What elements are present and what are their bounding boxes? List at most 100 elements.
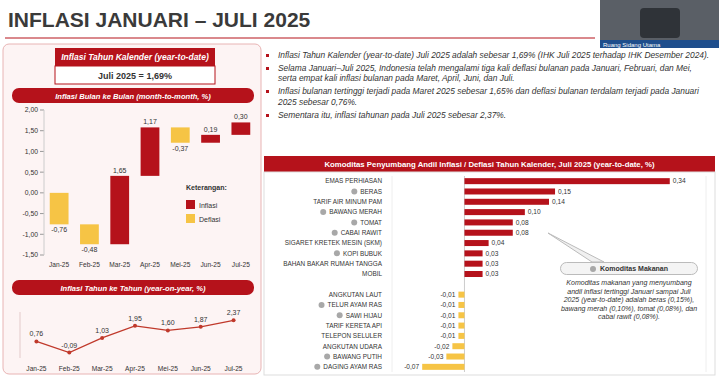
category-label: ANGKUTAN LAUT [329, 291, 382, 298]
point [100, 336, 104, 340]
y-tick-label: -1,00 [23, 231, 39, 238]
x-tick-label: Apr-25 [140, 261, 160, 269]
callout-pointer [548, 233, 604, 262]
category-label: BAHAN BAKAR RUMAH TANGGA [283, 260, 383, 267]
y-tick [40, 110, 44, 111]
data-label: -0,01 [440, 332, 455, 339]
data-label: 0,03 [486, 250, 499, 257]
bar [452, 343, 464, 349]
bar [464, 199, 549, 205]
x-tick-label: Feb-25 [79, 261, 100, 268]
food-marker [351, 219, 357, 225]
category-label: BAWANG MERAH [329, 208, 382, 215]
x-tick-label: Jan-25 [49, 261, 69, 268]
slide: INFLASI JANUARI – JULI 2025 Ruang Sidang … [0, 0, 719, 376]
ytd-box-body [55, 66, 215, 84]
y-axis [44, 110, 45, 255]
bar [201, 135, 220, 143]
data-label: 0,03 [486, 260, 499, 267]
y-tick [40, 192, 44, 193]
data-label: 1,17 [143, 118, 157, 125]
data-label: -0,02 [434, 343, 449, 350]
section-header [264, 156, 715, 172]
category-label: ANGKUTAN UDARA [323, 343, 383, 350]
data-label: 0,15 [558, 188, 571, 195]
category-label: DAGING AYAM RAS [323, 363, 382, 370]
bar [458, 323, 464, 329]
data-label: -0,09 [61, 342, 77, 349]
callout-dot [590, 266, 596, 272]
food-marker [351, 188, 357, 194]
data-label: 1,60 [161, 319, 175, 326]
bar [464, 230, 512, 236]
bar [458, 302, 464, 308]
line [36, 320, 233, 352]
category-label: KOPI BUBUK [343, 250, 383, 257]
bar [446, 354, 464, 360]
bar [458, 292, 464, 298]
bar [231, 122, 250, 134]
callout-title: Komoditas Makanan [600, 265, 668, 272]
data-label: 0,03 [486, 270, 499, 277]
chart-panel [264, 172, 715, 375]
category-label: TELEPON SELULER [321, 332, 382, 339]
section-title: Inflasi Tahun ke Tahun (year-on-year, %) [60, 284, 205, 293]
category-label: BAWANG PUTIH [333, 353, 382, 360]
x-tick-label: Jun-25 [191, 365, 211, 372]
video-label: Ruang Sidang Utama [603, 42, 661, 48]
y-tick-label: -0,50 [23, 210, 39, 217]
video-figure [640, 8, 680, 38]
x-tick-label: Mar-25 [109, 261, 130, 268]
category-label: SIGARET KRETEK MESIN (SKM) [285, 239, 382, 247]
legend-title: Keterangan: [186, 184, 227, 192]
food-marker [314, 364, 320, 370]
data-label: 0,08 [516, 229, 529, 236]
bar [110, 176, 129, 244]
category-label: TELUR AYAM RAS [328, 301, 382, 308]
bullet: Inflasi Tahun Kalender (year-to-date) Ju… [278, 50, 712, 60]
y-tick [40, 213, 44, 214]
data-label: 0,76 [30, 330, 44, 337]
category-label: SAWI HIJAU [346, 312, 383, 319]
section-header [12, 280, 254, 295]
data-label: 2,37 [227, 309, 241, 316]
bar [458, 312, 464, 318]
range-end [706, 176, 707, 372]
data-label: 1,87 [194, 316, 208, 323]
bar [464, 271, 482, 277]
callout-text: Komoditas makanan yang menyumbang andil … [560, 279, 698, 322]
bar [464, 219, 512, 225]
data-label: -0,76 [51, 226, 67, 233]
bar [171, 127, 190, 142]
bar [464, 178, 669, 184]
bar [50, 193, 69, 224]
data-label: 0,08 [516, 219, 529, 226]
data-label: -0,48 [81, 246, 97, 253]
y-tick [40, 255, 44, 256]
bar [141, 127, 160, 175]
chart-title: Komoditas Penyumbang Andil Inflasi / Def… [324, 160, 655, 169]
y-tick-label: 1,00 [25, 148, 38, 155]
x-tick-label: Feb-25 [59, 365, 80, 372]
legend-swatch [186, 200, 195, 209]
x-tick-label: Mei-25 [170, 261, 190, 268]
ytd-box-head [55, 48, 215, 66]
bullet: Selama Januari–Juli 2025, Indonesia tela… [278, 63, 712, 84]
food-marker [337, 312, 343, 318]
y-tick [40, 172, 44, 173]
category-label: BERAS [360, 188, 382, 195]
line-group [34, 318, 235, 354]
data-label: -0,01 [440, 301, 455, 308]
bar [464, 209, 524, 215]
y-tick-label: -1,50 [23, 251, 39, 258]
category-label: TARIF AIR MINUM PAM [313, 198, 382, 205]
slide-title: INFLASI JANUARI – JULI 2025 [8, 8, 311, 31]
data-label: -0,01 [440, 322, 455, 329]
bullet: Sementara itu, inflasi tahunan pada Juli… [278, 110, 712, 120]
data-label: -0,07 [404, 363, 419, 370]
point [34, 339, 38, 343]
point [67, 351, 71, 355]
ytd-value: Juli 2025 = 1,69% [98, 71, 172, 81]
x-tick-label: Jul-25 [232, 261, 250, 268]
bar [458, 333, 464, 339]
